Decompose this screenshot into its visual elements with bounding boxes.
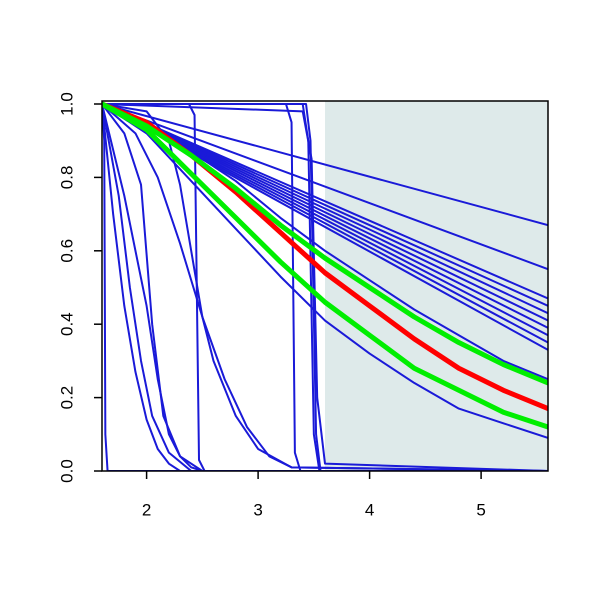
y-tick-label: 0.6 xyxy=(57,239,76,263)
curve xyxy=(102,103,548,471)
x-tick-label: 2 xyxy=(142,500,151,519)
y-tick-label: 0.0 xyxy=(57,459,76,483)
plot-area xyxy=(102,101,548,471)
curve xyxy=(102,103,548,471)
x-tick-label: 5 xyxy=(476,500,485,519)
x-tick-label: 4 xyxy=(365,500,374,519)
curve xyxy=(102,103,548,471)
curve xyxy=(102,103,548,322)
x-tick-label: 3 xyxy=(253,500,262,519)
curve xyxy=(102,103,548,471)
curve xyxy=(102,103,548,315)
curve xyxy=(102,103,548,307)
plot-frame xyxy=(101,100,549,472)
curve xyxy=(102,101,548,386)
curve xyxy=(102,103,548,271)
shaded-region xyxy=(325,101,548,471)
curve xyxy=(102,101,548,430)
y-tick-label: 0.8 xyxy=(57,166,76,190)
curve xyxy=(102,103,548,471)
y-tick-label: 0.2 xyxy=(57,386,76,410)
curve xyxy=(102,103,548,471)
curve xyxy=(102,103,548,300)
curve xyxy=(102,103,548,471)
curve xyxy=(102,103,548,439)
y-tick-label: 0.4 xyxy=(57,312,76,336)
curve xyxy=(102,103,548,227)
y-tick-label: 1.0 xyxy=(57,92,76,116)
